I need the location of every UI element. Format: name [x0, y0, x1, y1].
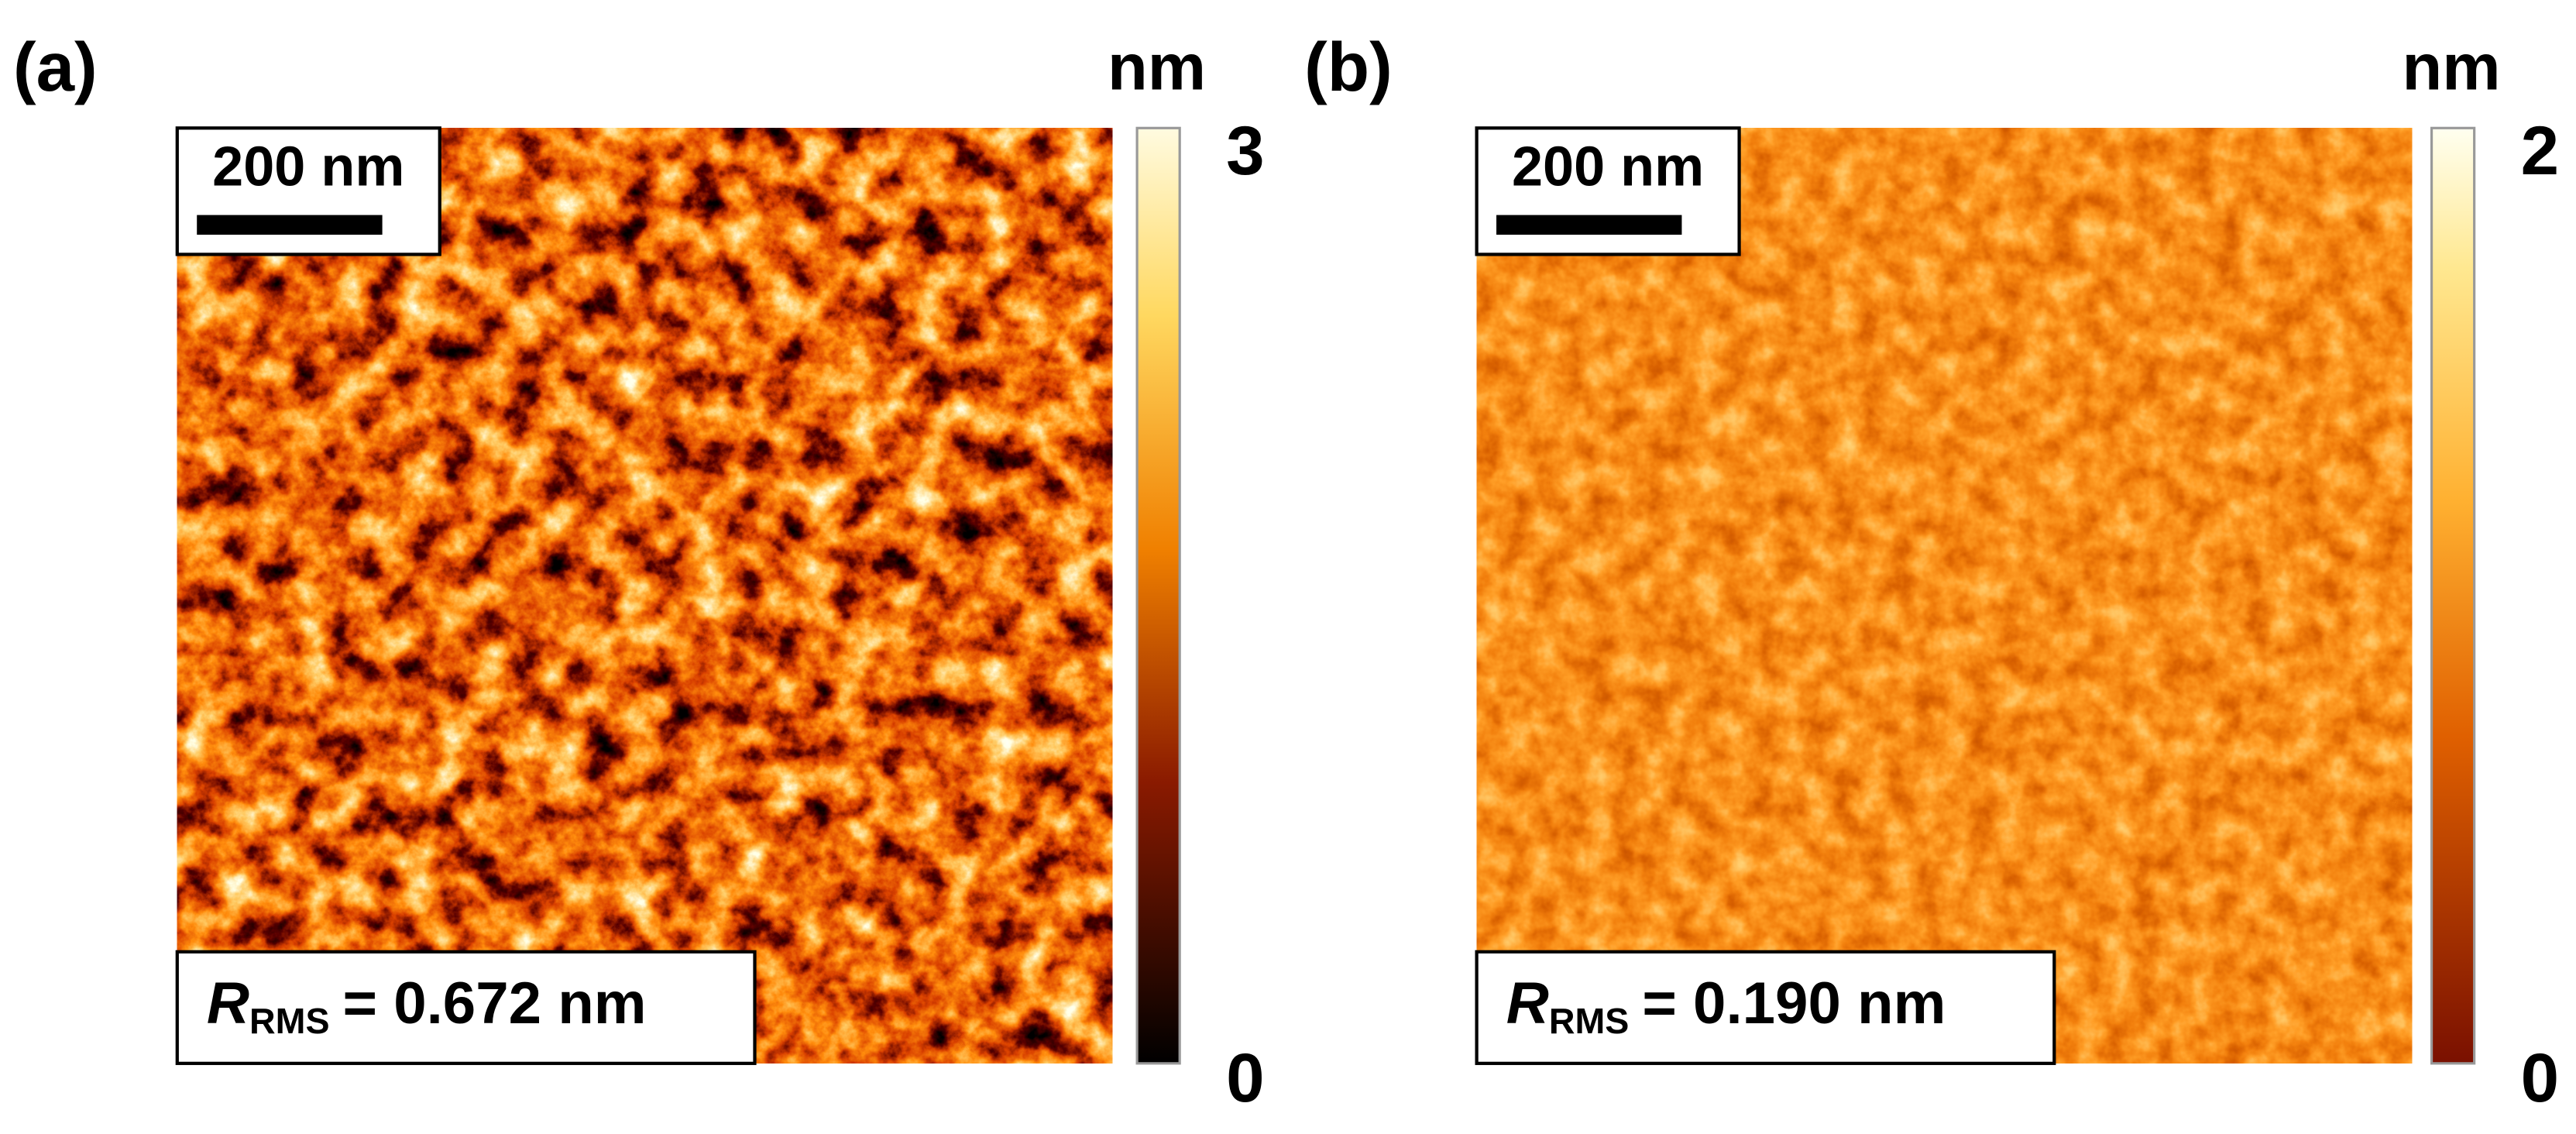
- colorbar: [2430, 126, 2476, 1065]
- rms-symbol: R: [207, 971, 249, 1036]
- panel-label: (b): [1304, 28, 1393, 105]
- rms-box: [1475, 950, 2056, 1065]
- rms-subscript: RMS: [249, 1001, 330, 1041]
- colorbar-max: 3: [1226, 112, 1264, 189]
- rms-value: = 0.190 nm: [1642, 971, 1946, 1036]
- scale-bar: [1496, 215, 1682, 235]
- panel: (b) nm 2 0 200 nm RRMS = 0.190 nm: [1304, 28, 2559, 1116]
- rms-box: [175, 950, 757, 1065]
- scale-bar-label: 200 nm: [1512, 136, 1704, 198]
- rms-value: = 0.672 nm: [343, 971, 647, 1036]
- rms-text: RRMS = 0.672 nm: [207, 971, 647, 1041]
- colorbar-unit: nm: [1108, 30, 1206, 104]
- colorbar-unit: nm: [2402, 30, 2500, 104]
- colorbar: [1135, 126, 1181, 1065]
- scale-bar: [197, 215, 383, 235]
- scale-bar-label: 200 nm: [212, 136, 404, 198]
- afm-image: [1476, 128, 2413, 1064]
- rms-text: RRMS = 0.190 nm: [1506, 971, 1946, 1041]
- afm-image: [177, 128, 1113, 1064]
- colorbar-min: 0: [2521, 1039, 2559, 1116]
- rms-symbol: R: [1506, 971, 1549, 1036]
- colorbar-max: 2: [2521, 112, 2559, 189]
- rms-subscript: RMS: [1549, 1001, 1630, 1041]
- colorbar-min: 0: [1226, 1039, 1264, 1116]
- panel-label: (a): [13, 28, 98, 105]
- panel: (a) nm 3 0 200 nm RRMS = 0.672 nm: [13, 28, 1265, 1116]
